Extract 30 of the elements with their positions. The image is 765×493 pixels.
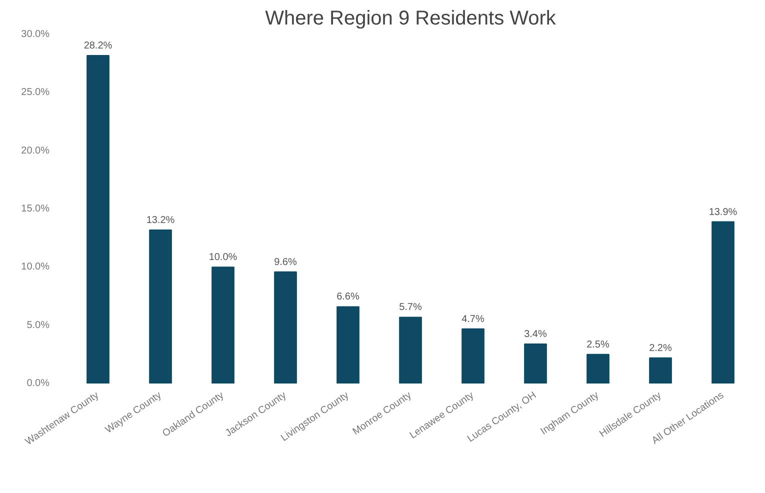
y-tick-label: 10.0% (21, 262, 50, 273)
data-label: 2.2% (649, 342, 672, 354)
data-label: 28.2% (84, 40, 112, 52)
data-label: 10.0% (208, 252, 238, 264)
bar (712, 221, 734, 384)
data-label: 5.7% (399, 302, 422, 314)
y-tick-label: 0.0% (26, 378, 50, 389)
bar (462, 328, 484, 384)
y-tick-label: 15.0% (21, 204, 50, 214)
data-label: 3.4% (524, 328, 548, 340)
bar (586, 354, 610, 384)
data-label: 2.5% (586, 339, 610, 350)
data-label: 13.9% (708, 206, 738, 218)
bar (524, 343, 547, 384)
bar (212, 266, 234, 384)
bar (399, 316, 422, 384)
bar (274, 271, 297, 384)
bar (336, 306, 360, 384)
data-label: 4.7% (462, 314, 485, 325)
bar (86, 54, 110, 384)
data-label: 9.6% (274, 256, 298, 268)
y-tick-label: 25.0% (21, 87, 50, 98)
data-label: 6.6% (336, 292, 360, 303)
chart-title: Where Region 9 Residents Work (265, 8, 557, 30)
y-tick-label: 20.0% (21, 145, 50, 156)
data-label: 13.2% (146, 214, 175, 226)
y-tick-label: 5.0% (26, 320, 50, 331)
y-tick-label: 30.0% (21, 29, 50, 40)
bar (149, 229, 172, 384)
bar (649, 357, 672, 384)
